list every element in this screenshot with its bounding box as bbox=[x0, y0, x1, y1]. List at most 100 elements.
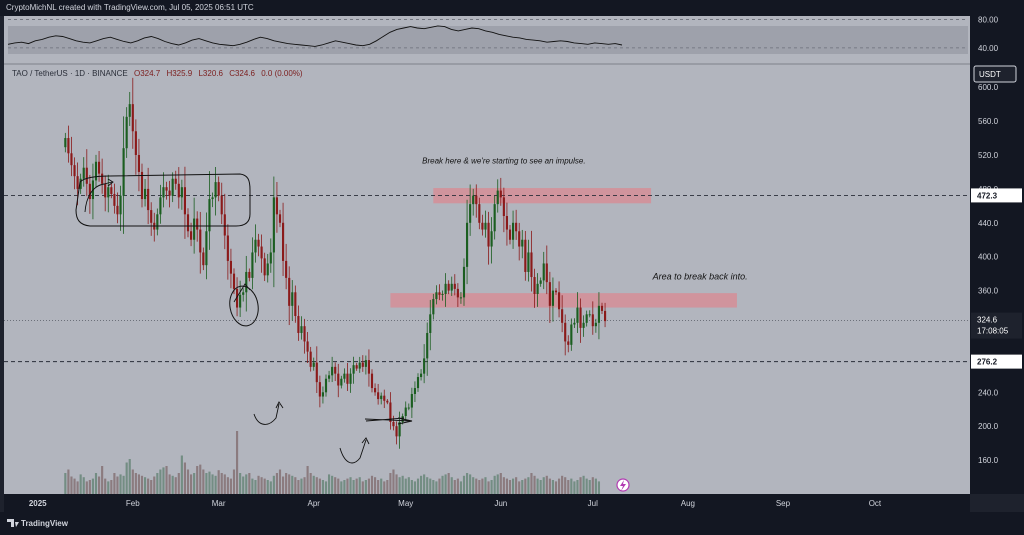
volume-bar bbox=[573, 481, 576, 494]
volume-bar bbox=[281, 476, 285, 494]
candle-body bbox=[303, 326, 306, 342]
candle-body bbox=[576, 307, 579, 323]
volume-bar bbox=[189, 474, 193, 494]
oscillator-band bbox=[8, 26, 968, 54]
volume-bar bbox=[327, 474, 331, 494]
candle-body bbox=[573, 322, 576, 325]
volume-bar bbox=[140, 475, 144, 494]
tradingview-footer: TradingView bbox=[7, 519, 69, 528]
candle-body bbox=[143, 188, 147, 200]
candle-body bbox=[165, 187, 168, 191]
volume-bar bbox=[199, 464, 202, 494]
candle-body bbox=[239, 294, 242, 308]
candle-body bbox=[508, 229, 512, 240]
volume-bar bbox=[352, 480, 355, 494]
candle-body bbox=[196, 218, 199, 230]
volume-bar bbox=[211, 474, 214, 494]
candle-body bbox=[373, 388, 377, 393]
candle-body bbox=[456, 288, 459, 298]
volume-bar bbox=[557, 478, 561, 494]
volume-bar bbox=[183, 462, 187, 494]
time-tick-label: Feb bbox=[126, 499, 140, 508]
candle-body bbox=[564, 322, 567, 342]
volume-bar bbox=[245, 474, 248, 494]
volume-bar bbox=[395, 474, 398, 494]
level-price-label: 472.3 bbox=[977, 191, 998, 200]
ohlc-change: 0.0 (0.00%) bbox=[261, 69, 303, 78]
time-axis[interactable] bbox=[4, 494, 970, 512]
volume-bar bbox=[143, 477, 147, 494]
volume-bar bbox=[548, 478, 551, 494]
volume-bar bbox=[597, 481, 601, 494]
symbol-legend: TAO / TetherUS · 1D · BINANCE O324.7 H32… bbox=[12, 69, 303, 78]
volume-bar bbox=[254, 480, 257, 494]
price-axis[interactable] bbox=[970, 16, 1024, 494]
candle-body bbox=[288, 277, 291, 306]
candle-body bbox=[174, 178, 177, 184]
volume-bar bbox=[285, 473, 288, 494]
candle-body bbox=[478, 204, 481, 223]
candle-body bbox=[186, 214, 190, 232]
candle-body bbox=[340, 378, 343, 386]
candle-body bbox=[426, 332, 429, 359]
price-tick-label: 520.0 bbox=[978, 151, 999, 160]
candle-body bbox=[585, 314, 588, 323]
volume-bar bbox=[85, 481, 88, 494]
volume-bar bbox=[441, 475, 444, 494]
volume-bar bbox=[131, 469, 134, 494]
volume-bar bbox=[220, 473, 223, 494]
volume-bar bbox=[447, 473, 450, 494]
candle-body bbox=[410, 393, 413, 408]
candle-body bbox=[447, 283, 450, 291]
volume-bar bbox=[340, 481, 343, 494]
candle-body bbox=[189, 231, 193, 240]
candle-body bbox=[64, 138, 67, 148]
candle-body bbox=[515, 222, 518, 232]
price-tick-label: 160.0 bbox=[978, 456, 999, 465]
candle-body bbox=[588, 314, 591, 316]
candle-body bbox=[223, 214, 226, 236]
time-tick-label: Jul bbox=[588, 499, 598, 508]
plot-area[interactable] bbox=[4, 16, 970, 494]
candle-body bbox=[481, 222, 484, 230]
volume-bar bbox=[567, 480, 570, 494]
candle-body bbox=[554, 290, 558, 293]
currency-badge-label: USDT bbox=[979, 70, 1001, 79]
volume-bar bbox=[223, 474, 226, 494]
volume-bar bbox=[174, 477, 177, 494]
candle-body bbox=[67, 138, 70, 154]
lightning-badge[interactable] bbox=[616, 478, 630, 492]
volume-bar bbox=[165, 466, 168, 494]
candle-body bbox=[159, 197, 162, 215]
candle-body bbox=[557, 292, 561, 310]
time-tick-label: 2025 bbox=[29, 499, 47, 508]
volume-bar bbox=[150, 480, 153, 494]
volume-bar bbox=[450, 477, 453, 494]
candle-body bbox=[450, 283, 453, 291]
candle-body bbox=[398, 421, 401, 437]
candle-body bbox=[318, 382, 321, 397]
candle-body bbox=[183, 187, 187, 215]
volume-bar bbox=[493, 475, 496, 494]
currency-badge[interactable] bbox=[973, 65, 1017, 83]
volume-bar bbox=[561, 475, 564, 494]
time-tick-label: Aug bbox=[681, 499, 695, 508]
oscillator-line bbox=[7, 25, 623, 47]
candle-body bbox=[242, 292, 245, 295]
price-tick-label: 560.0 bbox=[978, 117, 999, 126]
volume-bar bbox=[104, 478, 107, 494]
volume-bar bbox=[297, 480, 300, 494]
candle-body bbox=[263, 258, 266, 276]
level-price-badge bbox=[971, 188, 1022, 203]
candle-body bbox=[232, 273, 236, 289]
volume-bar bbox=[122, 475, 125, 494]
candle-body bbox=[220, 195, 223, 215]
candle-body bbox=[324, 378, 328, 393]
volume-bar bbox=[134, 473, 137, 494]
candle-body bbox=[137, 154, 141, 172]
volume-bar bbox=[269, 481, 272, 494]
footer-bar bbox=[0, 512, 1024, 535]
volume-bar bbox=[481, 478, 484, 494]
level-price-badge bbox=[971, 354, 1022, 369]
